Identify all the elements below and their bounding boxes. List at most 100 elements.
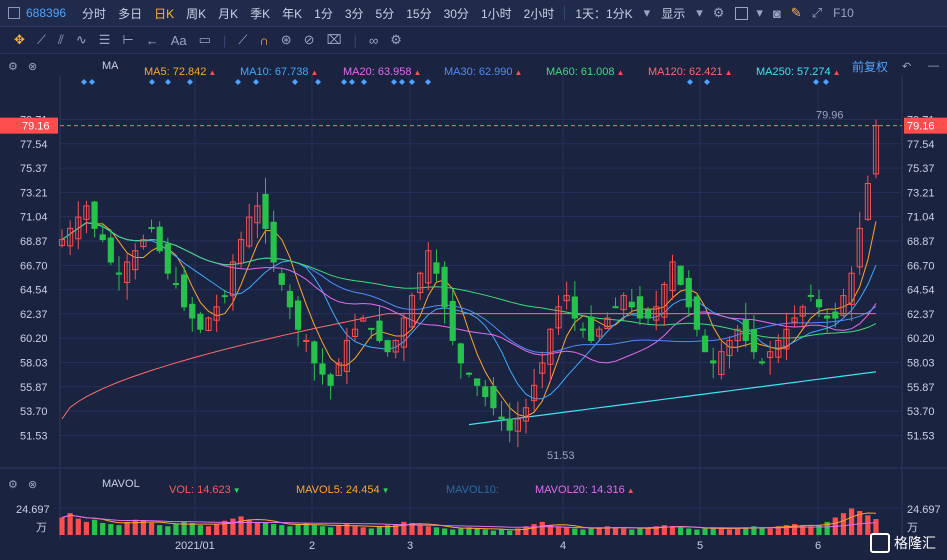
tab-period-0[interactable]: 分时 (82, 6, 107, 21)
candle-body (360, 317, 367, 322)
settings-icon[interactable]: ⚙ (8, 60, 18, 73)
f10-button[interactable]: F10 (833, 6, 854, 20)
candle-body (115, 272, 123, 275)
settings-icon[interactable]: ⚙ (8, 478, 18, 491)
tab-period-7[interactable]: 1分 (314, 6, 333, 21)
stock-code[interactable]: 688396 (26, 6, 67, 20)
volume-legend-label: MAVOL (102, 478, 140, 490)
mavol20-line (61, 514, 877, 529)
tab-period-10[interactable]: 15分 (406, 6, 432, 21)
trend-arrow-icon: ▲ (413, 68, 422, 77)
volume-bar (848, 508, 855, 535)
trend-arrow-icon: ▲ (514, 68, 523, 77)
volume-bar (319, 526, 326, 535)
range-icon[interactable]: ⊢ (122, 32, 134, 47)
settings-gear-icon[interactable]: ⚙ (712, 5, 725, 20)
candle-body (710, 360, 717, 364)
ma-legend-item-0: MA5: 72.842 ▲ (144, 66, 217, 78)
fullscreen-icon[interactable]: ⤢ (811, 5, 823, 20)
volume-bar (108, 524, 114, 535)
comment-icon[interactable]: ▭ (198, 32, 211, 47)
volume-bar (205, 526, 212, 535)
arrow-icon[interactable]: ← (145, 32, 159, 48)
link-icon[interactable]: ∞ (368, 32, 379, 48)
tab-period-3[interactable]: 周K (186, 6, 207, 21)
volume-bar (59, 517, 65, 535)
fibonacci-icon[interactable]: ☰ (98, 32, 111, 47)
tab-period-8[interactable]: 3分 (344, 6, 364, 21)
candle-body (636, 296, 644, 319)
tab-period-11[interactable]: 30分 (443, 6, 469, 21)
tab-period-9[interactable]: 5分 (375, 6, 395, 21)
volume-bar (686, 528, 692, 535)
adjust-mode[interactable]: 前复权 (852, 59, 889, 74)
candle-body (132, 250, 139, 271)
trend-arrow-icon: ▲ (208, 68, 217, 77)
candle-body (840, 295, 847, 316)
tab-period-6[interactable]: 年K (282, 6, 303, 21)
draw-settings-icon[interactable]: ⚙ (390, 32, 402, 47)
lock-icon[interactable]: ⊛ (280, 32, 292, 47)
chevron-down-icon[interactable]: ▾ (696, 5, 703, 20)
interval-select[interactable]: 1天：1分K (575, 6, 633, 21)
candle-body (425, 250, 432, 284)
date-tick: 6 (815, 540, 821, 552)
mavol5-line (61, 512, 877, 531)
volume-bar (515, 528, 521, 535)
candle-body (514, 418, 521, 432)
wave-icon[interactable]: ∿ (75, 32, 87, 47)
candle-body (693, 296, 701, 330)
window-toggle-icon[interactable] (8, 7, 20, 19)
volume-bar (303, 522, 309, 535)
tab-period-12[interactable]: 1小时 (480, 6, 512, 21)
chevron-down-icon[interactable]: ▾ (643, 5, 651, 20)
ma-legend-item-6: MA250: 57.274 ▲ (756, 66, 841, 78)
ruler-icon[interactable]: ⟋ (238, 32, 248, 47)
trend-line-icon[interactable]: ⟋ (36, 32, 47, 47)
chevron-down-icon[interactable]: ▾ (756, 5, 763, 20)
candle-body (596, 328, 603, 337)
ma-legend-item-4: MA60: 61.008 ▲ (546, 66, 625, 78)
volume-bar (287, 526, 293, 535)
checkbox[interactable] (735, 6, 749, 20)
y-tick-right: 71.04 (907, 212, 935, 224)
magnet-icon[interactable]: ∩ (259, 32, 269, 48)
crosshair-icon[interactable]: ✥ (14, 32, 25, 47)
tab-period-5[interactable]: 季K (250, 6, 271, 21)
y-tick-left: 68.87 (20, 236, 48, 248)
signal-marker-icon (165, 79, 171, 85)
candle-body (148, 227, 155, 230)
volume-bar (669, 526, 676, 535)
tab-period-13[interactable]: 2小时 (523, 6, 555, 21)
volume-unit-left: 万 (36, 522, 47, 534)
minimize-icon[interactable]: — (928, 60, 939, 72)
y-tick-left: 73.21 (20, 187, 48, 199)
ma-legend-item-5: MA120: 62.421 ▲ (648, 66, 733, 78)
candle-body (58, 239, 66, 246)
tab-period-4[interactable]: 月K (218, 6, 239, 21)
volume-bar (612, 527, 619, 535)
tab-period-1[interactable]: 多日 (118, 6, 143, 21)
signal-marker-icon (361, 79, 367, 85)
hide-icon[interactable]: ⊘ (303, 32, 315, 47)
trash-icon[interactable]: ⌧ (326, 32, 342, 47)
volume-bar (433, 527, 440, 535)
display-menu[interactable]: 显示 (661, 6, 686, 21)
tab-period-2[interactable]: 日K (154, 6, 175, 21)
volume-bar (344, 524, 350, 535)
candle-body (758, 361, 766, 364)
candle-body (343, 339, 350, 372)
candle-body (799, 306, 806, 317)
candle-body (864, 182, 871, 220)
signal-marker-icon (89, 79, 95, 85)
volume-bar (832, 517, 838, 535)
close-icon[interactable]: ⊗ (28, 478, 38, 491)
channel-icon[interactable]: ⫽ (58, 32, 64, 47)
ma120-line (61, 313, 876, 420)
close-icon[interactable]: ⊗ (28, 60, 38, 73)
min-price-label: 51.53 (547, 450, 575, 462)
camera-icon[interactable]: ◙ (772, 5, 781, 21)
pen-icon[interactable]: ✎ (790, 5, 802, 20)
undo-icon[interactable]: ↶ (902, 60, 912, 73)
text-tool-icon[interactable]: Aa (170, 32, 187, 48)
